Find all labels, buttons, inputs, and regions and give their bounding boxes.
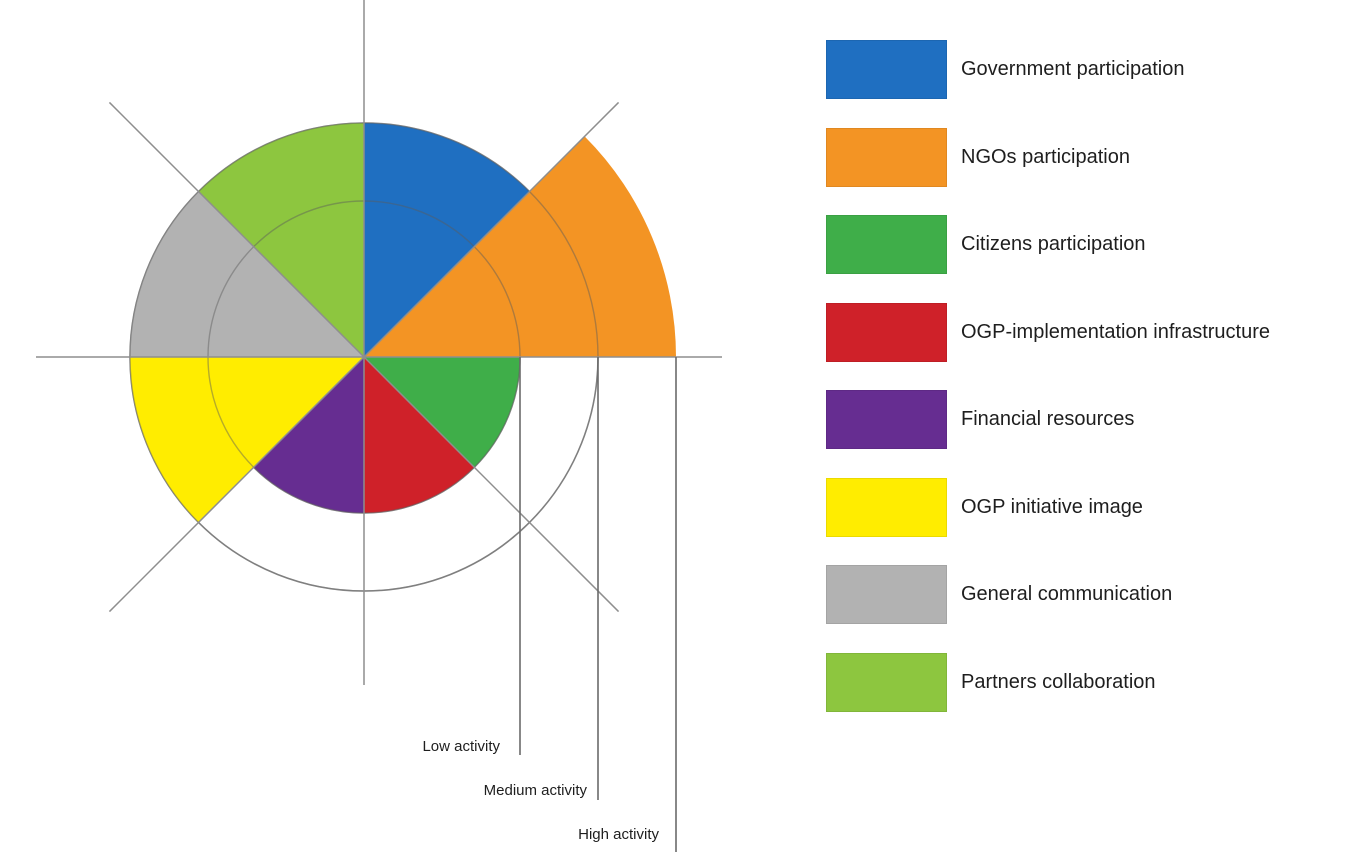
legend-swatch [826,127,947,187]
legend-label: OGP-implementation infrastructure [961,320,1271,343]
sector-ogp-implementation-infrastructure [364,357,475,513]
medium-activity-label: Medium activity [483,782,587,799]
low-activity-label: Low activity [422,738,500,755]
chart-axes [36,0,722,685]
legend-label: OGP initiative image [961,495,1143,518]
high-activity-label: High activity [578,826,659,843]
legend-label: Government participation [961,58,1185,80]
sector-citizens-participation [364,357,520,468]
legend-label: Citizens participation [961,233,1146,255]
legend-label: Partners collaboration [961,670,1156,693]
sector-ngos-participation [364,136,676,357]
chart-sectors [129,122,676,592]
legend-label: NGOs participation [961,145,1130,168]
sector-ogp-initiative-image [130,357,364,523]
legend-swatch [826,565,947,624]
legend-swatch [826,215,947,274]
level-leader-lines [519,357,677,852]
legend-swatch [826,390,947,449]
legend-label: General communication [961,583,1173,605]
legend-swatch [826,302,947,362]
legend-label: Financial resources [961,408,1135,430]
sector-financial-resources [253,357,364,513]
legend-swatch [826,477,947,537]
legend-swatch [826,40,947,99]
sector-general-communication [130,191,364,357]
sector-partners-collaboration [198,122,364,357]
legend-swatch [826,652,947,712]
sector-government-participation [364,123,530,357]
diagonal-axis-ne-sw [108,101,620,613]
